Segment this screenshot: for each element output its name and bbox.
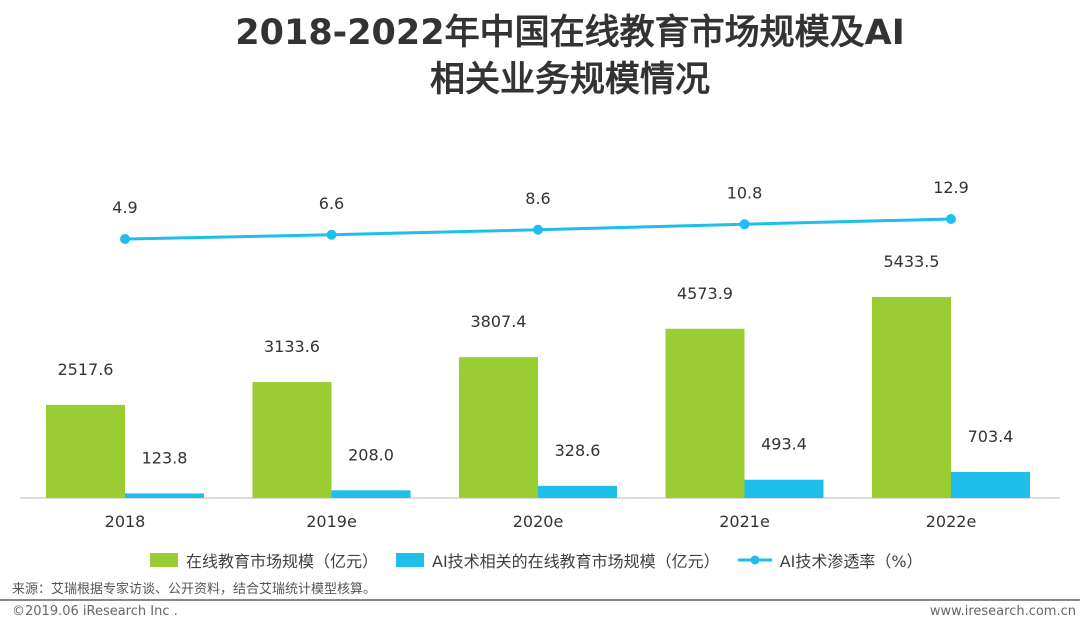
data-label-market: 2517.6 xyxy=(58,360,114,379)
data-label-penetration: 12.9 xyxy=(933,178,969,197)
data-label-ai-market: 703.4 xyxy=(968,427,1014,446)
x-tick-label: 2020e xyxy=(513,512,564,531)
x-tick-label: 2019e xyxy=(306,512,357,531)
website: www.iresearch.com.cn xyxy=(929,604,1076,619)
data-label-market: 3807.4 xyxy=(471,312,527,331)
bar-ai-market xyxy=(538,485,617,498)
data-label-ai-market: 123.8 xyxy=(142,448,188,467)
legend-label-penetration: AI技术渗透率（%） xyxy=(779,552,923,571)
x-tick-label: 2018 xyxy=(105,512,146,531)
data-label-market: 4573.9 xyxy=(677,284,733,303)
chart-title-line-2: 相关业务规模情况 xyxy=(429,60,710,100)
bar-ai-market xyxy=(951,471,1030,498)
bar-market xyxy=(252,382,332,498)
line-point xyxy=(739,219,750,230)
line-point xyxy=(946,214,956,224)
source-note: 来源：艾瑞根据专家访谈、公开资料，结合艾瑞统计模型核算。 xyxy=(12,582,377,597)
bar-ai-market xyxy=(125,493,204,498)
data-label-penetration: 4.9 xyxy=(112,198,137,217)
data-label-penetration: 10.8 xyxy=(727,183,763,202)
bar-ai-market xyxy=(744,479,824,498)
line-point xyxy=(533,224,543,235)
data-label-market: 3133.6 xyxy=(264,337,320,356)
x-tick-label: 2021e xyxy=(719,512,770,531)
data-label-ai-market: 328.6 xyxy=(555,441,601,460)
x-tick-label: 2022e xyxy=(926,512,977,531)
bar-ai-market xyxy=(331,490,411,498)
data-label-penetration: 6.6 xyxy=(319,194,344,213)
data-label-ai-market: 493.4 xyxy=(761,435,807,454)
legend: 在线教育市场规模（亿元） AI技术相关的在线教育市场规模（亿元） AI技术渗透率… xyxy=(150,548,923,572)
line-point xyxy=(120,234,130,244)
legend-swatch-green xyxy=(150,553,178,567)
legend-swatch-blue xyxy=(396,553,425,567)
line-point xyxy=(326,229,337,240)
data-label-market: 5433.5 xyxy=(884,252,940,271)
data-label-ai-market: 208.0 xyxy=(348,445,394,464)
legend-line-marker-icon xyxy=(737,555,772,565)
chart-title-line-1: 2018-2022年中国在线教育市场规模及AI xyxy=(235,13,905,53)
bar-market xyxy=(872,296,951,498)
footer-divider xyxy=(0,599,1080,601)
legend-label-market: 在线教育市场规模（亿元） xyxy=(186,552,379,571)
bar-market xyxy=(459,357,538,498)
bar-market xyxy=(46,404,125,498)
data-label-penetration: 8.6 xyxy=(525,189,550,208)
bar-market xyxy=(665,328,745,498)
copyright: ©2019.06 iResearch Inc . xyxy=(12,604,178,619)
legend-label-ai-market: AI技术相关的在线教育市场规模（亿元） xyxy=(432,552,720,571)
